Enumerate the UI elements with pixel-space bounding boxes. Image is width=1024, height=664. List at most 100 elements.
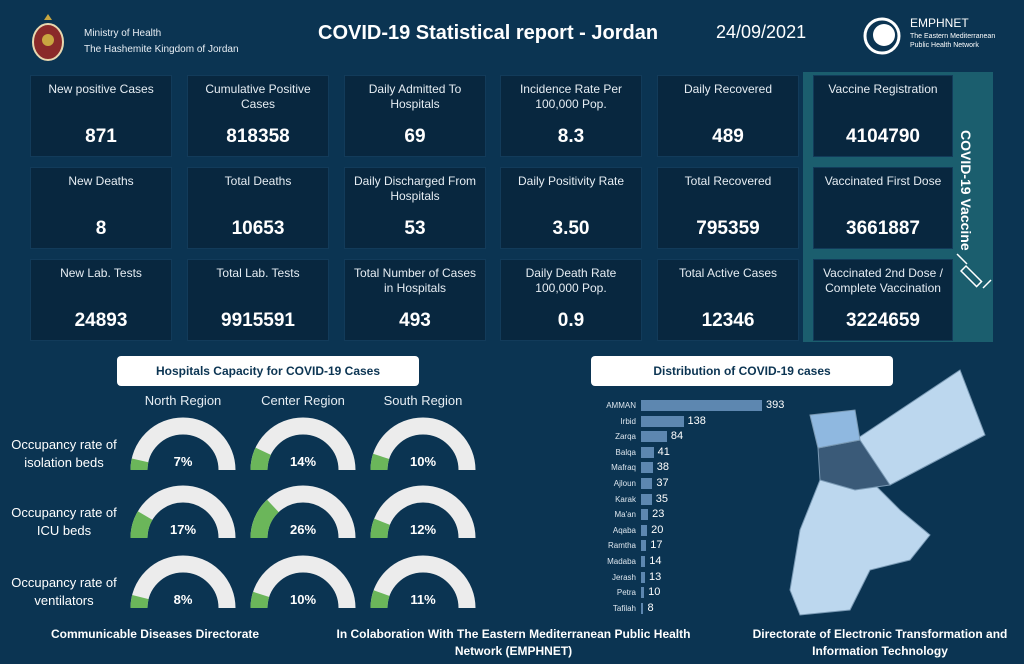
stat-label: New Lab. Tests xyxy=(60,266,142,280)
bar-value: 37 xyxy=(656,477,669,489)
stat-card: Total Lab. Tests 9915591 xyxy=(187,259,329,341)
gauge-track xyxy=(130,555,236,609)
gauge-fill xyxy=(250,591,270,609)
gauge-value: 10% xyxy=(409,454,437,469)
vaccine-label: Vaccinated First Dose xyxy=(824,174,942,188)
stat-label: Daily Admitted To Hospitals xyxy=(368,82,462,111)
gauge-fill xyxy=(250,499,280,539)
bar-label: Karak xyxy=(615,494,636,504)
footer-center: In Colaboration With The Eastern Mediter… xyxy=(336,627,691,658)
stat-value: 8.3 xyxy=(557,126,585,147)
bar-label: AMMAN xyxy=(606,401,636,410)
row-label: Occupancy rate of isolation beds xyxy=(11,437,117,470)
bar-value: 23 xyxy=(652,508,665,521)
stat-card: Daily Discharged From Hospitals 53 xyxy=(344,167,486,249)
bar-label: Tafilah xyxy=(612,603,636,613)
occupancy-gauge xyxy=(250,555,356,609)
stat-card: Daily Death Rate 100,000 Pop. 0.9 xyxy=(500,259,642,341)
syringe-icon xyxy=(955,252,993,295)
bar-label: Ma'an xyxy=(614,510,636,520)
map-south xyxy=(789,479,931,616)
stat-value: 53 xyxy=(404,218,426,239)
gauge-track xyxy=(370,417,476,471)
bar-label: Madaba xyxy=(607,557,636,566)
region-header: Center Region xyxy=(261,393,345,408)
bar-label: Petra xyxy=(616,588,636,598)
occupancy-gauge xyxy=(370,485,476,539)
bar xyxy=(641,509,649,521)
bar-value: 14 xyxy=(649,555,662,567)
jordan-map xyxy=(789,369,986,616)
gauge-value: 12% xyxy=(409,522,437,537)
bar-label: Irbid xyxy=(620,416,636,426)
gauge-fill xyxy=(370,518,391,539)
stat-value: 8 xyxy=(95,218,107,239)
jordan-emblem-logo xyxy=(30,12,66,62)
stat-label: New Deaths xyxy=(68,174,134,188)
vaccine-value: 3224659 xyxy=(846,310,920,331)
gauge-fill xyxy=(130,458,149,471)
gauge-track xyxy=(370,555,476,609)
stat-label: Incidence Rate Per 100,000 Pop. xyxy=(519,82,623,111)
stat-label: Total Active Cases xyxy=(678,266,778,280)
hospitals-section-title: Hospitals Capacity for COVID-19 Cases xyxy=(117,356,419,386)
stat-card: Cumulative Positive Cases 818358 xyxy=(187,75,329,157)
emphnet-logo xyxy=(862,16,902,61)
bar-value: 393 xyxy=(766,399,785,411)
bar xyxy=(641,571,645,583)
stat-value: 493 xyxy=(399,310,431,331)
stat-label: Daily Positivity Rate xyxy=(517,174,625,188)
vaccine-card: Vaccine Registration 4104790 xyxy=(813,75,953,157)
stat-card: Daily Admitted To Hospitals 69 xyxy=(344,75,486,157)
bar xyxy=(641,587,645,599)
footer-right: Directorate of Electronic Transformation… xyxy=(752,627,1008,658)
stat-card: New Lab. Tests 24893 xyxy=(30,259,172,341)
stat-label: Daily Recovered xyxy=(683,82,773,96)
stat-label: Cumulative Positive Cases xyxy=(205,82,311,111)
stat-label: New positive Cases xyxy=(48,82,154,96)
stat-card: New positive Cases 871 xyxy=(30,75,172,157)
gauge-track xyxy=(250,555,356,609)
bar xyxy=(641,524,648,536)
occupancy-gauge xyxy=(250,417,356,471)
bar-value: 35 xyxy=(655,492,669,505)
bar-value: 10 xyxy=(648,586,661,599)
region-header: North Region xyxy=(144,393,222,408)
page-title: COVID-19 Statistical report - Jordan xyxy=(318,22,659,44)
gauge-fill xyxy=(370,590,390,609)
stat-value: 795359 xyxy=(696,218,760,239)
bar-value: 13 xyxy=(649,570,662,583)
vaccine-panel-title: COVID-19 Vaccine xyxy=(958,130,974,251)
stat-card: Daily Recovered 489 xyxy=(657,75,799,157)
bar xyxy=(641,446,654,458)
row-label: Occupancy rate of ventilators xyxy=(11,575,117,608)
stat-value: 3.50 xyxy=(552,218,590,239)
bar xyxy=(641,462,653,474)
stat-value: 871 xyxy=(85,126,117,147)
occupancy-gauge xyxy=(130,485,236,539)
bar-value: 20 xyxy=(651,523,664,536)
stat-value: 69 xyxy=(404,126,426,147)
gauge-track xyxy=(250,417,356,471)
gauge-value: 8% xyxy=(173,592,193,607)
gauge-value: 14% xyxy=(289,454,317,469)
bar-value: 17 xyxy=(650,539,663,552)
bar xyxy=(641,431,667,443)
stat-value: 10653 xyxy=(231,218,285,239)
bar-value: 8 xyxy=(647,601,654,614)
stat-card: Total Active Cases 12346 xyxy=(657,259,799,341)
occupancy-gauge xyxy=(250,485,356,539)
vaccine-label: Vaccinated 2nd Dose / Complete Vaccinati… xyxy=(823,266,943,295)
bar xyxy=(641,400,763,411)
bar-label: Mafraq xyxy=(611,463,636,473)
stat-label: Daily Discharged From Hospitals xyxy=(353,174,477,203)
stat-card: New Deaths 8 xyxy=(30,167,172,249)
vaccine-card: Vaccinated 2nd Dose / Complete Vaccinati… xyxy=(813,259,953,341)
bar xyxy=(641,478,653,489)
vaccine-value: 3661887 xyxy=(846,218,920,239)
stat-card: Daily Positivity Rate 3.50 xyxy=(500,167,642,249)
partner-name: EMPHNET The Eastern Mediterranean Public H… xyxy=(910,16,996,49)
bar-value: 41 xyxy=(657,445,670,458)
gauge-track xyxy=(370,485,476,539)
bar-label: Balqa xyxy=(615,447,636,457)
